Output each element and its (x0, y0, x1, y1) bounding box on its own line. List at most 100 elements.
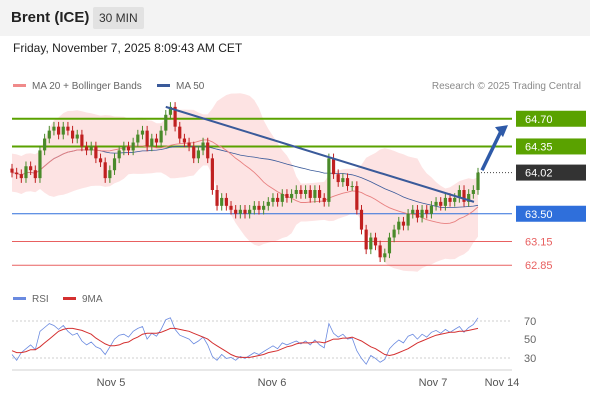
candle-body (70, 130, 75, 139)
level-label-64.70: 64.70 (525, 114, 553, 126)
candle-body (406, 213, 410, 226)
candle-body (443, 197, 447, 206)
candle-body (187, 142, 191, 147)
candle-body (434, 201, 438, 206)
candle-body (476, 172, 480, 190)
candle-body (112, 158, 117, 171)
candle-body (43, 138, 47, 151)
candle-body (294, 190, 298, 194)
candle-body (467, 193, 471, 202)
candle-body (150, 138, 154, 147)
candle-body (299, 190, 303, 194)
rsi-ma-label: 9MA (82, 294, 103, 305)
level-label-63.15: 63.15 (525, 236, 553, 248)
candle-body (196, 150, 200, 159)
ma50-label: MA 50 (176, 81, 205, 92)
candle-body (345, 178, 350, 187)
candle-body (276, 197, 280, 202)
candle-body (369, 237, 373, 250)
candle-body (266, 201, 270, 206)
candle-body (38, 150, 42, 179)
candle-body (154, 138, 159, 143)
candle-body (136, 134, 140, 143)
candle-body (401, 221, 406, 226)
candle-body (364, 229, 368, 250)
candle-body (192, 146, 196, 159)
candle-body (425, 209, 429, 214)
candles-group (10, 102, 480, 263)
header-bar: Brent (ICE) 30 MIN (0, 0, 590, 36)
candle-body (168, 106, 173, 115)
candle-body (57, 126, 61, 135)
candle-body (33, 170, 37, 179)
candle-body (387, 237, 392, 254)
candle-body (47, 130, 51, 139)
candle-body (457, 190, 461, 198)
candle-body (303, 190, 308, 194)
candle-body (257, 205, 261, 210)
rsi-label: RSI (32, 294, 49, 305)
candle-body (164, 114, 168, 131)
candle-body (108, 170, 112, 179)
candle-body (117, 150, 121, 159)
candle-body (271, 197, 275, 202)
candle-body (173, 106, 177, 127)
rsi-ma-swatch (63, 296, 76, 300)
candle-body (201, 142, 205, 151)
rsi-tick-30: 30 (524, 353, 536, 365)
candle-body (429, 205, 433, 214)
candle-body (10, 168, 14, 173)
legend-rsi-ma: 9MA (63, 294, 103, 305)
candle-body (420, 209, 424, 218)
forecast-arrow-head (495, 125, 508, 138)
candle-body (159, 130, 163, 143)
candle-body (122, 146, 126, 151)
rsi-tick-50: 50 (524, 334, 536, 346)
x-tick-label: Nov 14 (485, 377, 520, 389)
candle-body (98, 158, 103, 163)
level-tag-64.70 (516, 110, 586, 127)
candle-body (355, 186, 359, 210)
candle-body (215, 190, 219, 206)
rsi-tick-70: 70 (524, 316, 536, 328)
candle-body (313, 190, 317, 198)
candle-body (66, 126, 70, 131)
candle-body (206, 142, 210, 159)
timeframe-button[interactable]: 30 MIN (93, 7, 144, 29)
ma50-swatch (157, 83, 170, 87)
candle-body (359, 209, 364, 230)
candle-body (471, 190, 475, 194)
candle-body (308, 190, 312, 198)
bollinger-band (12, 93, 478, 272)
candle-body (234, 209, 238, 214)
candle-body (350, 186, 354, 188)
candle-body (238, 209, 242, 214)
forecast-arrow-shaft (480, 128, 504, 171)
x-tick-label: Nov 6 (258, 377, 287, 389)
ma20-swatch (13, 83, 26, 87)
candle-body (126, 146, 131, 151)
candle-body (145, 130, 149, 147)
candle-body (210, 158, 214, 190)
candle-body (229, 205, 233, 210)
candle-body (89, 146, 93, 151)
candle-body (61, 126, 65, 135)
candle-body (75, 134, 79, 139)
candle-body (290, 193, 294, 198)
candle-body (29, 166, 33, 171)
level-label-64.35: 64.35 (525, 141, 553, 153)
candle-body (224, 197, 228, 206)
level-tag-64.02 (516, 164, 586, 181)
candle-body (285, 193, 289, 198)
ma20-label: MA 20 + Bollinger Bands (32, 81, 142, 92)
candle-body (378, 245, 382, 258)
x-tick-label: Nov 7 (419, 377, 448, 389)
candle-body (317, 190, 322, 198)
candle-body (80, 134, 84, 147)
candle-body (94, 146, 98, 159)
candle-body (252, 205, 256, 210)
candle-body (280, 193, 284, 202)
legend-ma20: MA 20 + Bollinger Bands (13, 81, 142, 92)
